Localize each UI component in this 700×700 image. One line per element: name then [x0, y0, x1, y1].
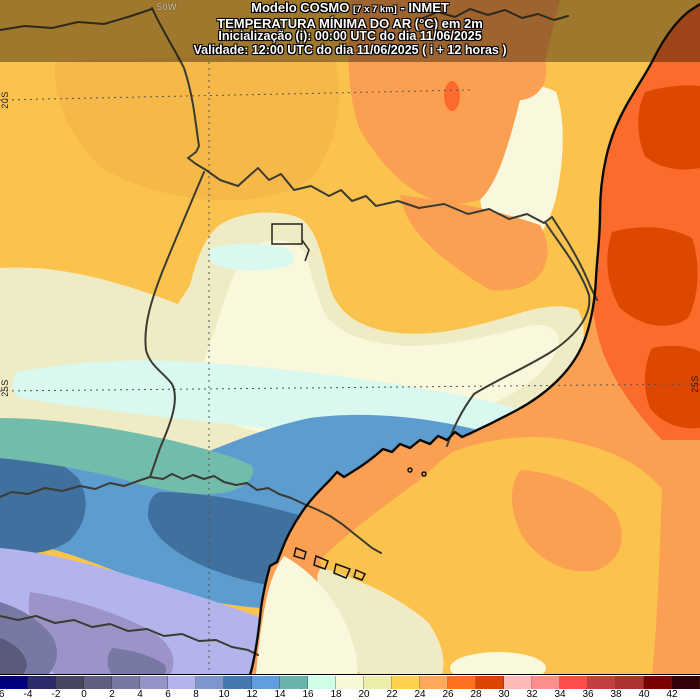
colorbar-tick: 32 [526, 689, 538, 700]
colorbar-tick: 24 [414, 689, 426, 700]
colorbar-tick: 16 [302, 689, 314, 700]
gridline-label-25s-left: 25S [0, 379, 10, 397]
colorbar-tick: 30 [498, 689, 510, 700]
colorbar-tick: 34 [554, 689, 566, 700]
colorbar-tick: 14 [274, 689, 286, 700]
colorbar-tick: 42 [666, 689, 678, 700]
colorbar-segment [476, 676, 504, 689]
colorbar-tick: -4 [23, 689, 33, 700]
title-model-source: - INMET [400, 0, 449, 15]
colorbar-tick: 12 [246, 689, 258, 700]
colorbar-segment [280, 676, 308, 689]
colorbar-segment [420, 676, 448, 689]
colorbar-tick: 40 [638, 689, 650, 700]
colorbar-tick: -2 [51, 689, 61, 700]
colorbar-tick: 38 [610, 689, 622, 700]
colorbar-tick: 26 [442, 689, 454, 700]
colorbar-segment [448, 676, 476, 689]
colorbar-segment [308, 676, 336, 689]
colorbar-strip [0, 676, 700, 689]
colorbar-tick: 10 [218, 689, 230, 700]
colorbar-tick: 20 [358, 689, 370, 700]
colorbar-tick: 4 [137, 689, 143, 700]
colorbar-segment [588, 676, 616, 689]
temperature-colorbar: -6-4-20246810121416182022242628303234363… [0, 676, 700, 700]
title-validity: Validade: 12:00 UTC do dia 11/06/2025 ( … [193, 42, 507, 57]
colorbar-segment [392, 676, 420, 689]
map-canvas: Modelo COSMO [7 x 7 km] - INMET TEMPERAT… [0, 0, 700, 675]
colorbar-tick: 36 [582, 689, 594, 700]
title-model-line: Modelo COSMO [7 x 7 km] - INMET [0, 1, 700, 17]
colorbar-tick: 8 [193, 689, 199, 700]
colorbar-segment [112, 676, 140, 689]
colorbar-segment [560, 676, 588, 689]
colorbar-tick: 18 [330, 689, 342, 700]
colorbar-segment [532, 676, 560, 689]
parallel-25s-line [0, 383, 700, 392]
colorbar-segment [336, 676, 364, 689]
colorbar-segment [616, 676, 644, 689]
title-initialization: Inicialização (i): 00:00 UTC do dia 11/0… [218, 29, 482, 43]
colorbar-tick: 22 [386, 689, 398, 700]
colorbar-segment [196, 676, 224, 689]
colorbar-segment [84, 676, 112, 689]
colorbar-segment [0, 676, 28, 689]
gridline-label-50w: 50W [157, 2, 178, 12]
colorbar-tick: 0 [81, 689, 87, 700]
colorbar-segment [140, 676, 168, 689]
gridline-label-25s-right: 25S [690, 375, 700, 393]
colorbar-tick: 6 [165, 689, 171, 700]
title-model-resolution: [7 x 7 km] [353, 4, 397, 15]
colorbar-tick: 28 [470, 689, 482, 700]
colorbar-segment [224, 676, 252, 689]
temperature-field-map [0, 0, 700, 674]
colorbar-segment [644, 676, 672, 689]
latlon-gridlines [0, 62, 700, 674]
colorbar-segment [672, 676, 700, 689]
colorbar-tick-labels: -6-4-20246810121416182022242628303234363… [0, 689, 700, 700]
title-model-name: Modelo COSMO [251, 0, 350, 15]
colorbar-segment [168, 676, 196, 689]
colorbar-tick: 2 [109, 689, 115, 700]
coastal-islands [293, 467, 427, 581]
area-highlight-box [271, 223, 310, 262]
colorbar-segment [364, 676, 392, 689]
colorbar-segment [252, 676, 280, 689]
gridline-label-20s-left: 20S [0, 91, 10, 109]
coastline [249, 3, 700, 674]
colorbar-segment [56, 676, 84, 689]
colorbar-segment [28, 676, 56, 689]
colorbar-tick: -6 [0, 689, 5, 700]
colorbar-segment [504, 676, 532, 689]
state-boundaries [0, 7, 598, 656]
map-title-block: Modelo COSMO [7 x 7 km] - INMET TEMPERAT… [0, 1, 700, 57]
title-variable: TEMPERATURA MÍNIMA DO AR (°C) em 2m [217, 15, 483, 31]
parallel-20s-line [0, 89, 471, 101]
